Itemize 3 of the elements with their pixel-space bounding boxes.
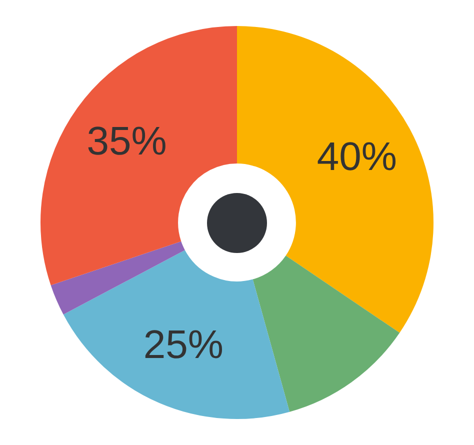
data-label: 35%: [86, 119, 167, 164]
data-label: 25%: [143, 323, 224, 368]
data-label: 40%: [316, 134, 397, 179]
